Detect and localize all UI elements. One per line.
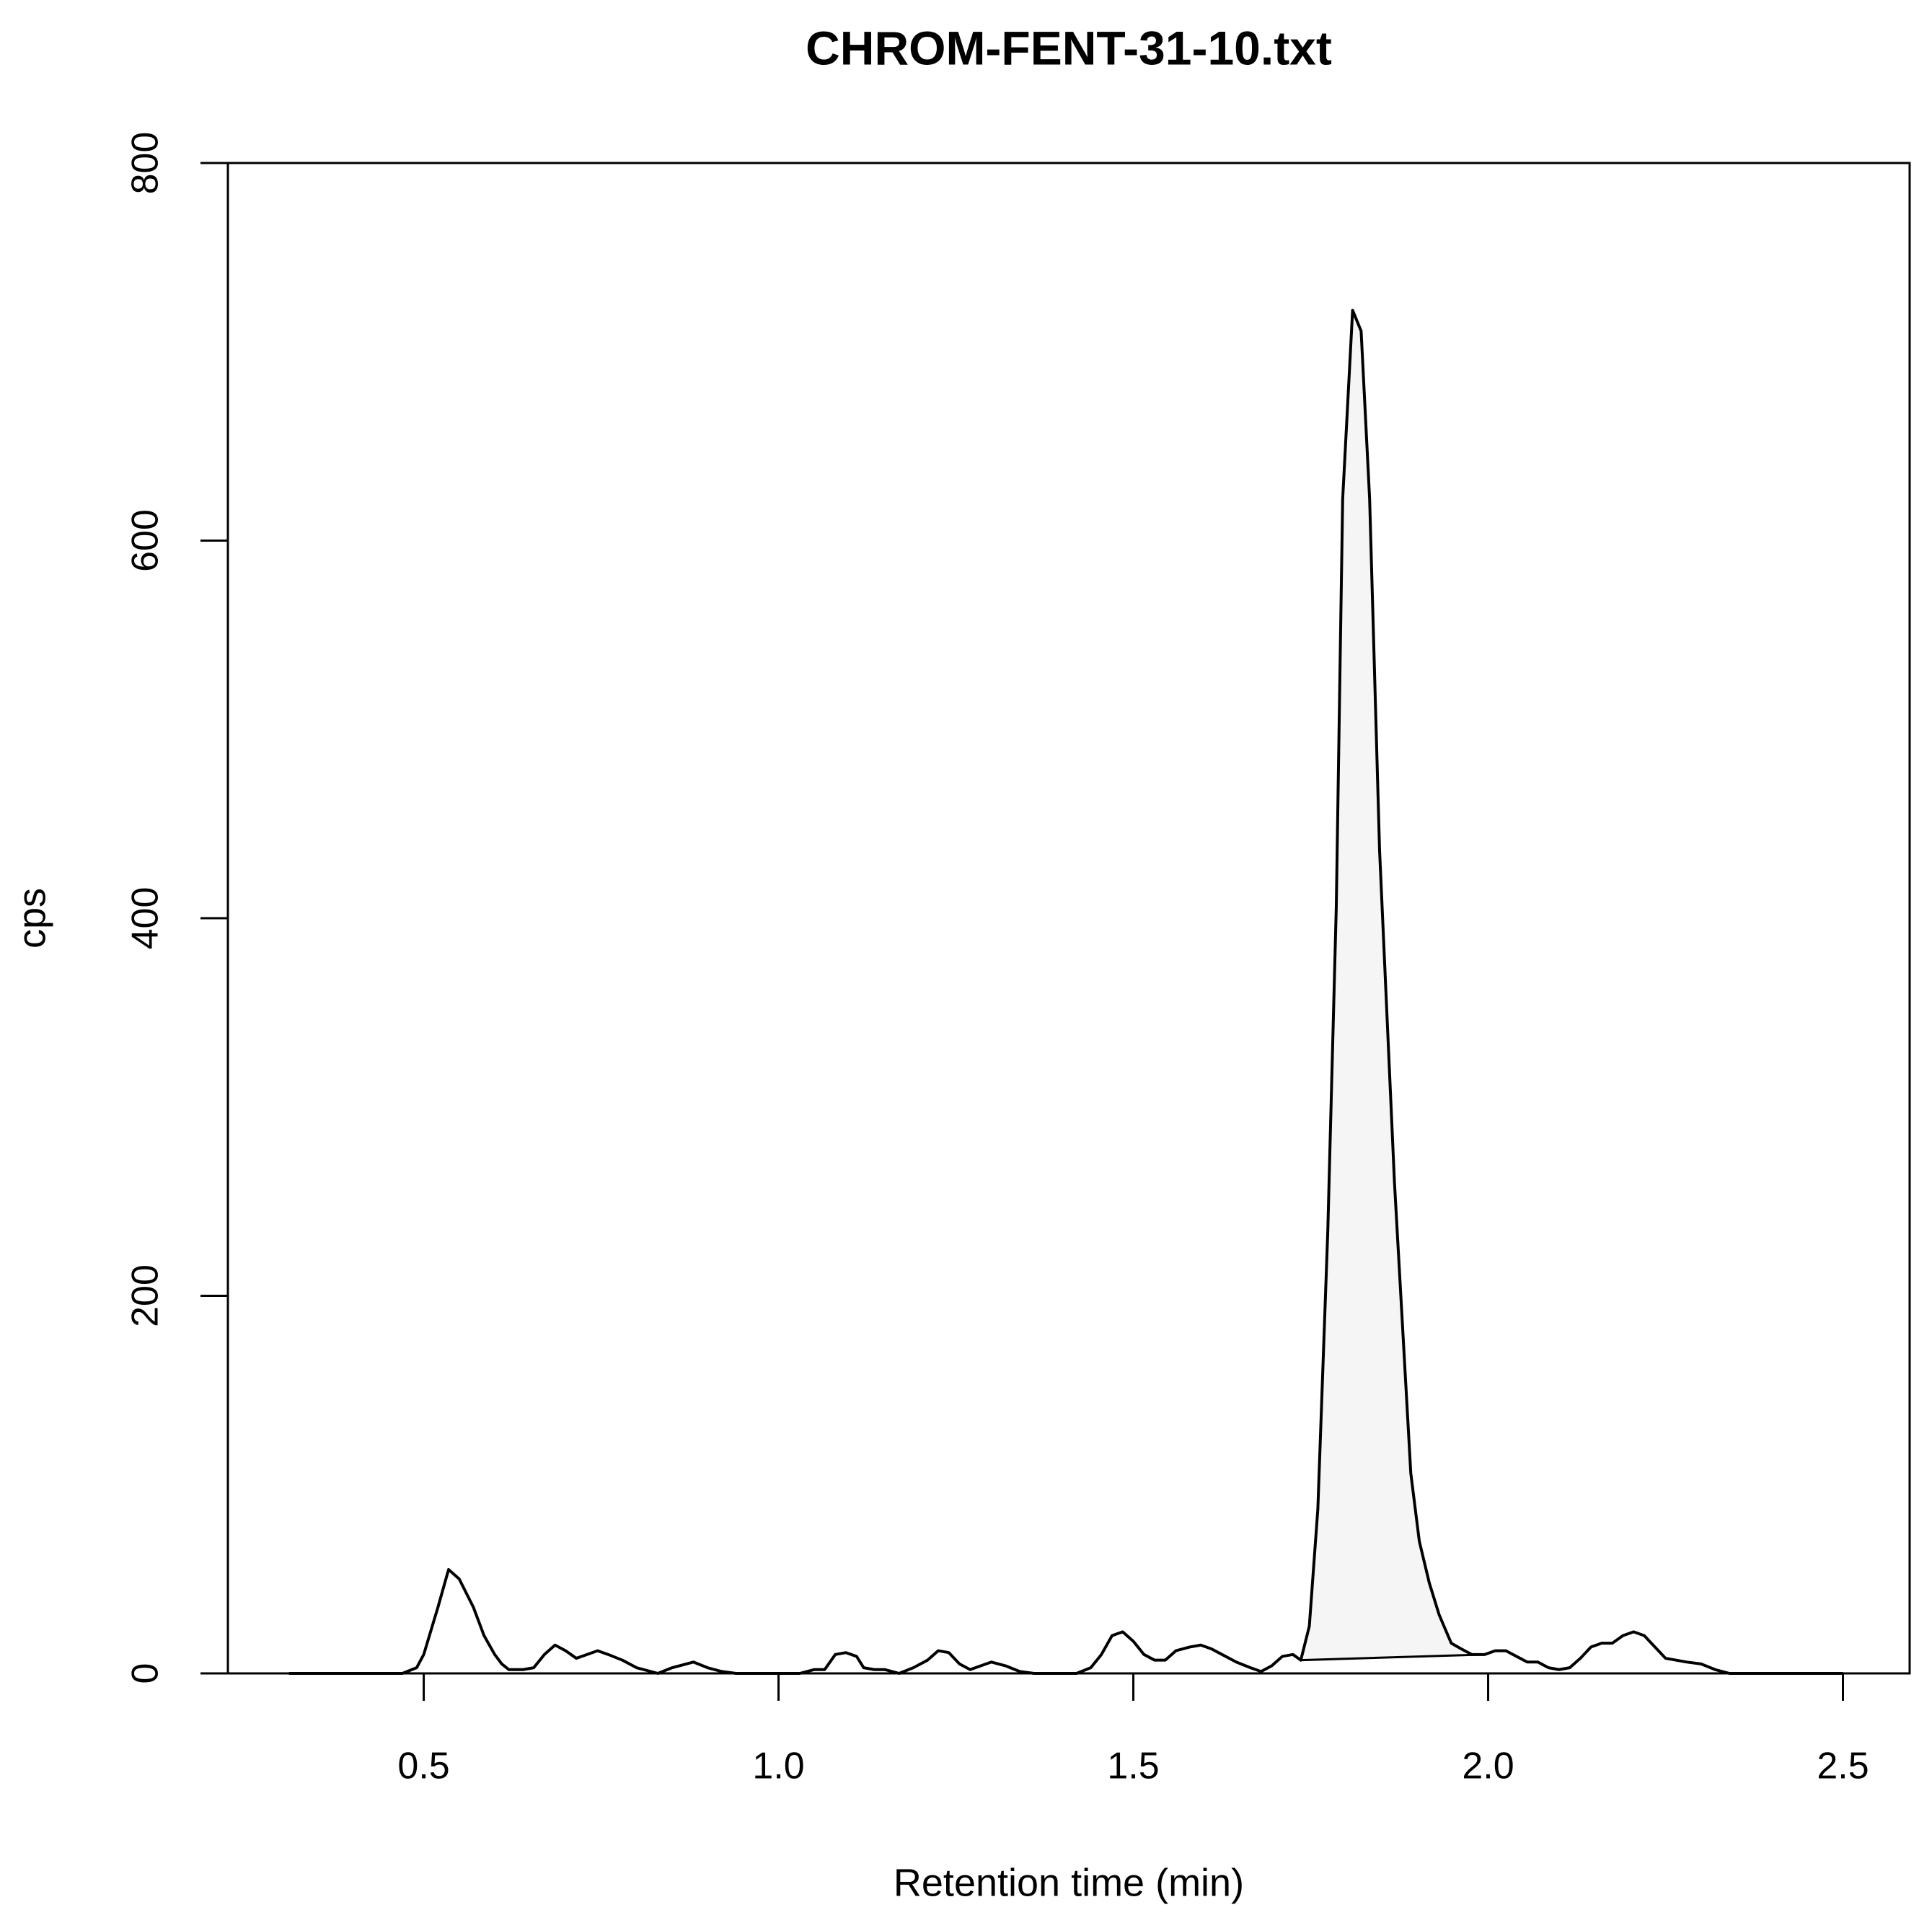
plot-frame [226,162,1911,1675]
x-tick-label: 1.0 [752,1746,804,1787]
chart-title: CHROM-FENT-31-10.txt [806,21,1332,74]
shaded-peak [1299,309,1485,1662]
x-tick-label: 2.0 [1462,1746,1514,1787]
y-tick-label: 800 [125,132,167,195]
line-series [288,309,1843,1675]
x-axis-label: Retention time (min) [894,1861,1244,1904]
x-tick-label: 1.5 [1107,1746,1159,1787]
y-axis-label: cps [10,888,53,948]
y-tick-label: 200 [125,1264,167,1327]
x-tick-label: 2.5 [1817,1746,1869,1787]
x-tick-label: 0.5 [397,1746,449,1787]
y-tick-label: 600 [125,509,167,572]
y-tick-label: 0 [125,1663,167,1684]
y-tick-label: 400 [125,887,167,950]
